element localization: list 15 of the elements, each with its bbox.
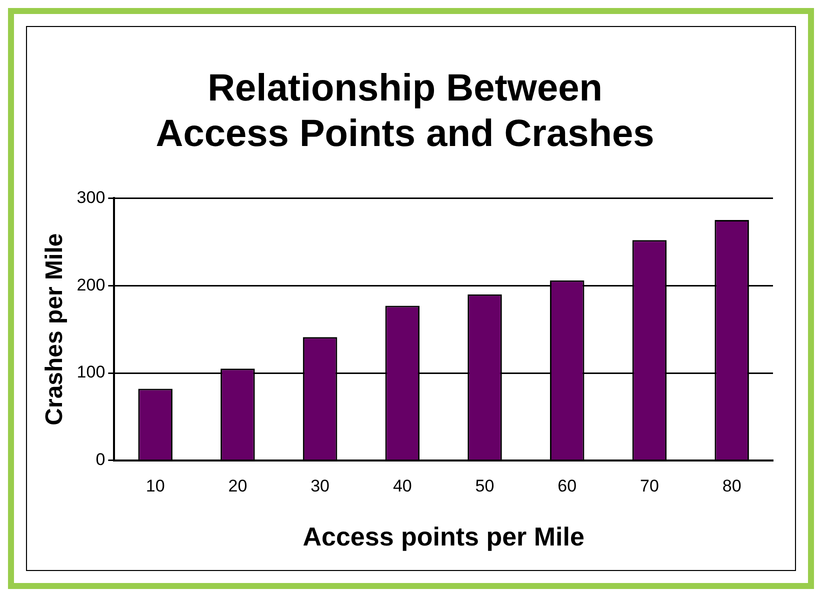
x-tick-label: 70 [640,476,659,496]
y-tick-label: 200 [76,275,106,294]
x-tick-label: 80 [722,476,742,496]
x-tick-label: 20 [228,476,248,496]
x-tick-label: 40 [392,476,412,496]
x-tick-label: 50 [475,476,494,496]
chart-title: Relationship Between Access Points and Crashes [156,67,654,155]
x-tick-label: 10 [146,476,165,496]
x-tick-label: 30 [310,476,330,496]
x-tick-label: 60 [558,476,577,496]
y-tick-label: 0 [96,450,106,470]
y-tick-label: 100 [76,362,106,382]
y-axis-title: Crashes per Mile [41,233,68,426]
y-tick-label: 300 [76,188,106,207]
x-axis-title: Access points per Mile [302,522,584,552]
